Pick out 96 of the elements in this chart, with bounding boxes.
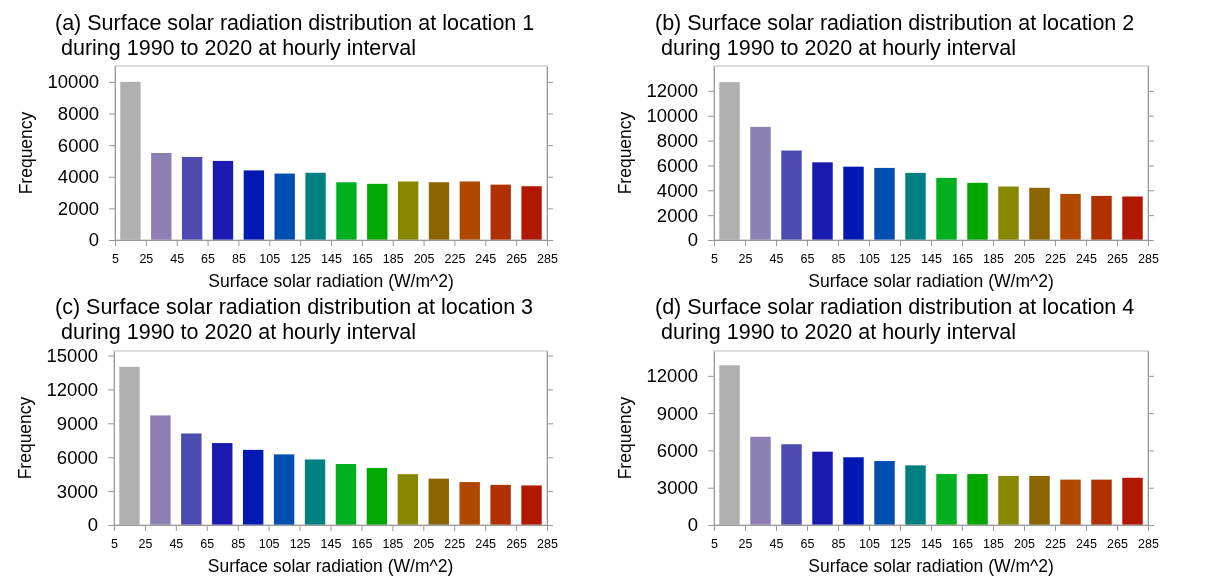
y-tick-label: 3000 — [656, 477, 698, 499]
y-tick-label: 9000 — [656, 402, 698, 424]
x-tick-label: 125 — [289, 536, 311, 551]
x-tick-label: 185 — [983, 536, 1004, 551]
chart-title: (d) Surface solar radiation distribution at location 4 during 1990 to 2020 at hourly interval — [655, 295, 1135, 344]
x-tick-label: 285 — [1138, 536, 1159, 551]
x-tick-label: 85 — [231, 536, 246, 551]
y-tick-label: 8000 — [656, 129, 698, 151]
y-tick-label: 10000 — [646, 105, 698, 127]
y-axis-title: Frequency — [16, 111, 36, 195]
x-tick-label: 225 — [1045, 251, 1066, 266]
x-tick-label: 5 — [112, 251, 120, 266]
x-tick-label: 5 — [711, 251, 719, 266]
x-tick-label: 145 — [921, 536, 942, 551]
y-tick-label: 2000 — [57, 197, 99, 219]
y-tick-label: 10000 — [47, 71, 99, 93]
x-tick-label: 205 — [1014, 251, 1035, 266]
y-tick-label: 9000 — [56, 412, 98, 434]
x-tick-label: 45 — [769, 251, 784, 266]
x-tick-label: 265 — [1107, 251, 1128, 266]
chart-title: (c) Surface solar radiation distribution at location 3 during 1990 to 2020 at hourly interval — [55, 295, 534, 344]
x-tick-label: 245 — [1076, 251, 1097, 266]
x-tick-label: 85 — [231, 251, 246, 266]
y-tick-label: 2000 — [656, 204, 698, 226]
x-tick-label: 265 — [506, 251, 528, 266]
x-tick-label: 145 — [320, 536, 342, 551]
x-tick-label: 65 — [201, 251, 216, 266]
x-tick-label: 205 — [413, 536, 435, 551]
x-tick-label: 185 — [983, 251, 1004, 266]
x-tick-label: 105 — [258, 536, 280, 551]
x-tick-label: 285 — [537, 536, 558, 551]
x-tick-label: 285 — [1138, 251, 1159, 266]
x-tick-label: 5 — [111, 536, 119, 551]
x-tick-label: 245 — [475, 536, 497, 551]
x-tick-label: 165 — [952, 251, 973, 266]
x-tick-label: 185 — [382, 251, 404, 266]
x-tick-label: 45 — [170, 251, 185, 266]
y-axis-title: Frequency — [615, 396, 635, 480]
y-tick-label: 6000 — [656, 439, 698, 461]
x-tick-label: 145 — [321, 251, 342, 266]
y-tick-label: 4000 — [656, 179, 698, 201]
x-tick-label: 265 — [506, 536, 528, 551]
x-tick-label: 45 — [169, 536, 184, 551]
x-axis-title: Surface solar radiation (W/m^2) — [808, 271, 1054, 291]
x-tick-label: 245 — [1076, 536, 1097, 551]
y-tick-label: 6000 — [56, 446, 98, 468]
y-tick-label: 0 — [687, 514, 698, 536]
y-tick-label: 4000 — [57, 166, 99, 188]
x-tick-label: 65 — [800, 251, 815, 266]
x-tick-label: 105 — [859, 536, 880, 551]
x-tick-label: 225 — [1045, 536, 1066, 551]
x-tick-label: 65 — [200, 536, 215, 551]
x-tick-label: 205 — [413, 251, 435, 266]
x-tick-label: 245 — [475, 251, 497, 266]
y-tick-label: 12000 — [46, 378, 98, 400]
x-tick-label: 5 — [711, 536, 719, 551]
x-tick-label: 165 — [351, 536, 373, 551]
x-tick-label: 25 — [138, 536, 153, 551]
y-tick-label: 12000 — [646, 365, 698, 387]
y-tick-label: 8000 — [57, 102, 99, 124]
y-axis-title: Frequency — [615, 111, 635, 195]
y-tick-label: 0 — [687, 229, 698, 251]
chart-title: (b) Surface solar radiation distribution at location 2 during 1990 to 2020 at hourly interval — [655, 11, 1135, 60]
x-tick-label: 105 — [259, 251, 281, 266]
x-tick-label: 65 — [800, 536, 815, 551]
x-axis-title: Surface solar radiation (W/m^2) — [208, 271, 454, 291]
x-tick-label: 265 — [1107, 536, 1128, 551]
y-tick-label: 12000 — [646, 80, 698, 102]
x-tick-label: 165 — [351, 251, 373, 266]
x-tick-label: 25 — [738, 251, 753, 266]
x-tick-label: 185 — [382, 536, 404, 551]
y-tick-label: 0 — [88, 229, 99, 251]
y-tick-label: 0 — [87, 514, 98, 536]
x-tick-label: 225 — [444, 536, 466, 551]
x-axis-title: Surface solar radiation (W/m^2) — [207, 556, 454, 576]
x-tick-label: 145 — [921, 251, 942, 266]
x-tick-label: 165 — [952, 536, 973, 551]
x-tick-label: 85 — [831, 536, 846, 551]
x-tick-label: 285 — [537, 251, 558, 266]
x-tick-label: 205 — [1014, 536, 1035, 551]
y-axis-title: Frequency — [15, 396, 35, 480]
y-tick-label: 6000 — [57, 134, 99, 156]
chart-title: (a) Surface solar radiation distribution at location 1 during 1990 to 2020 at hourly interval — [55, 11, 535, 60]
x-tick-label: 45 — [769, 536, 784, 551]
x-tick-label: 225 — [444, 251, 466, 266]
x-tick-label: 125 — [890, 251, 911, 266]
x-tick-label: 125 — [890, 536, 911, 551]
y-tick-label: 3000 — [56, 480, 98, 502]
y-tick-label: 15000 — [46, 344, 98, 366]
x-tick-label: 125 — [290, 251, 312, 266]
x-axis-title: Surface solar radiation (W/m^2) — [808, 556, 1054, 576]
x-tick-label: 85 — [831, 251, 846, 266]
x-tick-label: 25 — [738, 536, 753, 551]
x-tick-label: 105 — [859, 251, 880, 266]
x-tick-label: 25 — [139, 251, 154, 266]
y-tick-label: 6000 — [656, 154, 698, 176]
